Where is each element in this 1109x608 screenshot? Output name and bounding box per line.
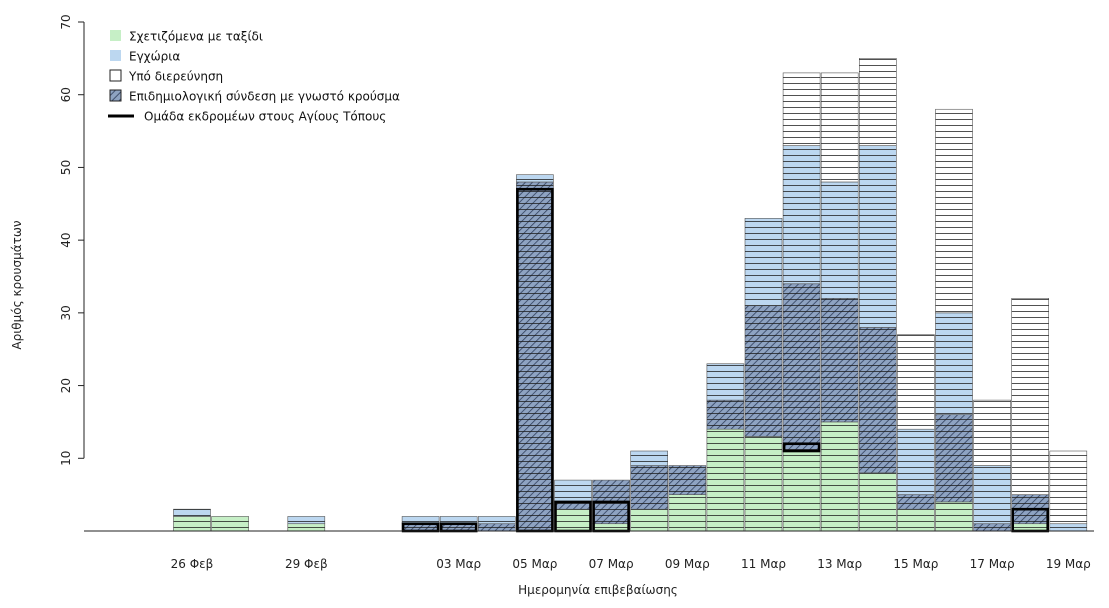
bar-segment-stripes	[668, 494, 706, 531]
legend-label: Ομάδα εκδρομέων στους Αγίους Τόπους	[144, 110, 386, 124]
axes-layer: 10 20 30 40 50 60 70 26 Φεβ 29 Φεβ 03 Μαρ 05 Μαρ 07…	[59, 14, 1094, 571]
bar-segment-stripes	[821, 298, 859, 422]
bar-segment-stripes	[859, 327, 897, 473]
bar-segment-stripes	[859, 145, 897, 328]
bar-segment-stripes	[478, 516, 516, 524]
bar-segment-stripes	[935, 501, 973, 531]
bar-segment-stripes	[821, 181, 859, 299]
legend-swatch	[110, 30, 121, 41]
bar-segment-stripes	[821, 421, 859, 531]
bar-segment-stripes	[783, 145, 821, 284]
bar-segment-stripes	[592, 523, 630, 531]
bar-segment-stripes	[973, 465, 1011, 524]
bars-layer	[173, 58, 1088, 532]
bar-segment-stripes	[287, 516, 325, 524]
bar-segment-stripes	[706, 363, 744, 401]
bar-segment-stripes	[554, 501, 592, 510]
bar-segment-stripes	[554, 509, 592, 531]
legend-label: Υπό διερεύνηση	[128, 70, 223, 84]
y-tick-label: 60	[59, 87, 73, 102]
bar-segment-stripes	[897, 334, 935, 430]
x-tick-label: 11 Μαρ	[741, 557, 786, 571]
bar-segment-stripes	[440, 516, 478, 524]
bar-segment-stripes	[935, 109, 973, 313]
bar-segment-stripes	[554, 480, 592, 502]
bar-segment-stripes	[745, 305, 782, 437]
x-tick-label: 05 Μαρ	[512, 557, 557, 571]
x-axis-title: Ημερομηνία επιβεβαίωσης	[518, 583, 678, 597]
y-tick-label: 50	[59, 160, 73, 175]
bar-segment-stripes	[1011, 298, 1049, 495]
bar-segment-stripes	[668, 465, 706, 495]
bar-segment-stripes	[478, 523, 516, 531]
x-tick-label: 19 Μαρ	[1046, 557, 1091, 571]
bar-segment-stripes	[935, 414, 973, 502]
legend-swatch	[110, 50, 121, 61]
bar-segment-stripes	[783, 451, 821, 531]
bar-segment-stripes	[516, 174, 554, 182]
bar-segment-stripes	[973, 523, 1011, 531]
bar-segment-stripes	[402, 516, 440, 524]
bar-segment-stripes	[287, 523, 325, 531]
bar-segment-stripes	[630, 509, 668, 531]
x-tick-label: 07 Μαρ	[589, 557, 634, 571]
bar-segment-stripes	[630, 451, 668, 466]
bar-segment-stripes	[897, 494, 935, 510]
bar-segment-stripes	[897, 429, 935, 495]
x-tick-label: 09 Μαρ	[665, 557, 710, 571]
y-tick-label: 30	[59, 305, 73, 320]
bar-segment-stripes	[935, 312, 973, 415]
x-tick-label: 13 Μαρ	[817, 557, 862, 571]
x-tick-label: 29 Φεβ	[285, 557, 328, 571]
legend-label: Επιδημιολογική σύνδεση με γνωστό κρούσμα	[129, 90, 400, 104]
bar-segment-stripes	[516, 181, 554, 531]
y-tick-label: 40	[59, 233, 73, 248]
bar-segment-stripes	[745, 436, 782, 531]
legend-swatch	[109, 69, 122, 82]
bar-segment-stripes	[402, 523, 440, 531]
bar-segment-stripes	[706, 429, 744, 531]
bar-segment-stripes	[897, 509, 935, 531]
bar-segment-stripes	[745, 218, 782, 306]
bar-segment-stripes	[783, 283, 821, 452]
y-tick-label: 70	[59, 14, 73, 29]
bar-segment-stripes	[706, 400, 744, 430]
x-tick-label: 26 Φεβ	[171, 557, 214, 571]
x-tick-label: 17 Μαρ	[970, 557, 1015, 571]
bar-segment-stripes	[1011, 523, 1049, 531]
bar-segment-stripes	[1049, 451, 1087, 524]
bar-segment-stripes	[859, 472, 897, 531]
bar-segment-stripes	[440, 523, 478, 531]
bar-segment-stripes	[783, 72, 821, 146]
y-tick-label: 20	[59, 378, 73, 393]
bar-segment-stripes	[973, 400, 1011, 466]
y-tick-label: 10	[59, 451, 73, 466]
legend-label: Εγχώρια	[129, 50, 180, 64]
bar-segment-stripes	[1049, 523, 1087, 531]
bar-segment-stripes	[859, 58, 897, 146]
bar-segment-stripes	[630, 465, 668, 510]
y-axis-title: Αριθμός κρουσμάτων	[10, 220, 24, 349]
bar-segment-stripes	[211, 516, 249, 531]
x-tick-label: 03 Μαρ	[436, 557, 481, 571]
tour-group-outline	[782, 442, 821, 453]
bar-segment-stripes	[173, 509, 211, 517]
legend: Σχετιζόμενα με ταξίδι Εγχώρια Υπό διερεύνη…	[108, 30, 400, 124]
bar-segment-stripes	[173, 516, 211, 531]
legend-swatch	[109, 89, 122, 102]
legend-label: Σχετιζόμενα με ταξίδι	[129, 30, 263, 44]
bar-segment-stripes	[821, 72, 859, 182]
x-tick-label: 15 Μαρ	[893, 557, 938, 571]
